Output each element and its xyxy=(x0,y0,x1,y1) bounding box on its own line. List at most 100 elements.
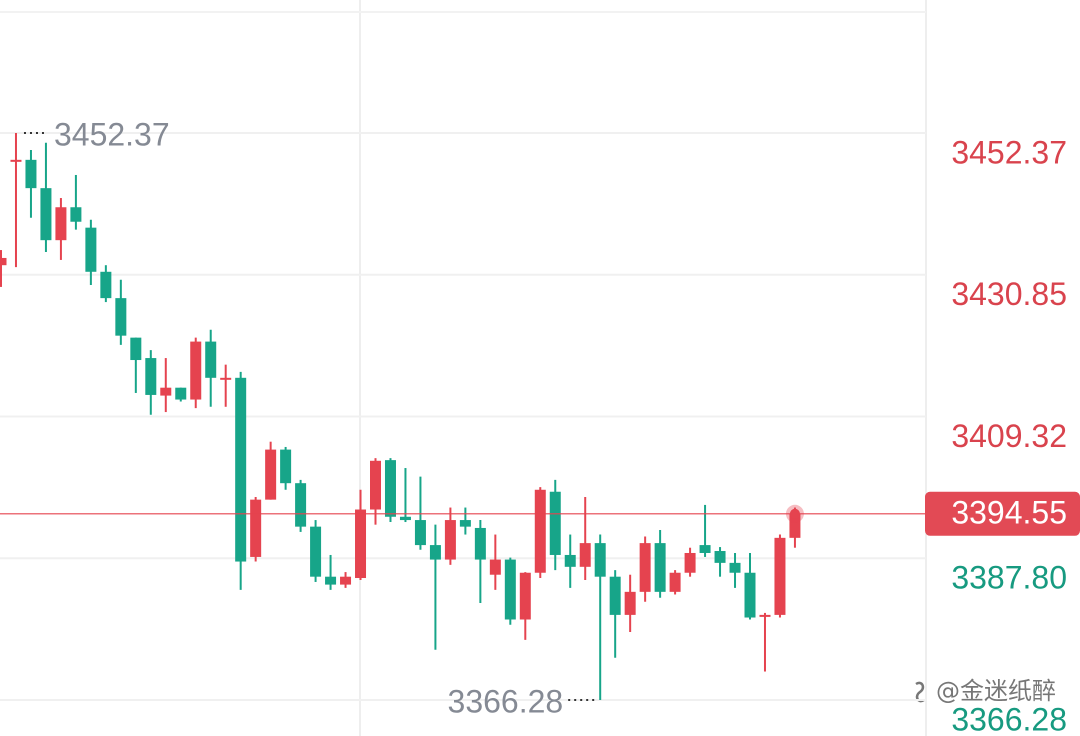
candle-body xyxy=(744,572,756,618)
candle-body xyxy=(609,576,621,615)
candle xyxy=(205,329,217,407)
candle-body xyxy=(774,537,786,615)
candle-body xyxy=(729,562,741,573)
candle-body xyxy=(145,358,157,395)
watermark: @金迷纸醉 xyxy=(936,677,1056,705)
candle-body xyxy=(759,614,771,617)
candle-body xyxy=(115,298,127,336)
candle xyxy=(70,174,82,230)
candle xyxy=(414,476,426,550)
candle-body xyxy=(220,377,232,380)
candle xyxy=(429,524,441,650)
candle-body xyxy=(789,513,801,538)
candle xyxy=(295,479,307,532)
candle xyxy=(145,350,157,415)
candle-body xyxy=(579,543,591,567)
candle xyxy=(684,547,696,577)
candle-body xyxy=(684,552,696,573)
candle xyxy=(639,536,651,602)
candle xyxy=(744,552,756,620)
candle xyxy=(459,507,471,535)
last-price-dot xyxy=(789,508,800,519)
candle-body xyxy=(0,257,7,266)
candle xyxy=(340,572,352,588)
y-tick-label: 3452.37 xyxy=(951,134,1067,170)
candle xyxy=(399,468,411,523)
y-tick-label: 3430.85 xyxy=(951,276,1067,312)
candle-body xyxy=(654,543,666,592)
candle-body xyxy=(474,527,486,560)
last-price-label: 3394.55 xyxy=(951,494,1067,530)
candle xyxy=(130,337,142,393)
candle xyxy=(474,520,486,604)
candle xyxy=(235,371,247,590)
candle xyxy=(265,441,277,500)
candle-body xyxy=(399,516,411,521)
candle xyxy=(40,142,52,253)
candle-body xyxy=(175,387,187,400)
candle xyxy=(654,529,666,598)
candle-body xyxy=(40,188,52,241)
candle-body xyxy=(325,576,337,585)
candle-body xyxy=(564,554,576,567)
candle-body xyxy=(534,489,546,573)
candle xyxy=(699,504,711,557)
candle-body xyxy=(669,572,681,592)
candle-body xyxy=(160,387,172,396)
candle xyxy=(609,570,621,658)
candle xyxy=(55,198,67,260)
candle xyxy=(370,458,381,525)
candle-body xyxy=(699,545,711,553)
candle xyxy=(384,458,396,523)
candle-body xyxy=(444,520,456,560)
candle xyxy=(190,337,202,409)
candle-body xyxy=(190,341,202,400)
candle xyxy=(774,534,786,618)
candle-body xyxy=(714,551,726,563)
candle-body xyxy=(489,559,501,575)
watermark-logo xyxy=(915,681,925,703)
y-tick-label: 3409.32 xyxy=(951,418,1067,454)
candle-body xyxy=(414,520,426,546)
candle-body xyxy=(130,337,142,361)
candle xyxy=(714,547,726,577)
candle-body xyxy=(384,460,396,517)
candle xyxy=(250,497,262,562)
candle xyxy=(115,279,127,345)
candle xyxy=(280,446,292,490)
low-label: 3366.28 xyxy=(448,683,564,719)
candle xyxy=(175,387,187,402)
candle-body xyxy=(280,449,292,484)
candle-body xyxy=(624,591,636,615)
candle-body xyxy=(340,576,352,585)
candle-body xyxy=(10,159,22,162)
candle-body xyxy=(549,491,561,555)
candle-body xyxy=(355,509,367,579)
candle-body xyxy=(310,526,322,577)
candle-body xyxy=(85,227,97,272)
candle xyxy=(579,497,591,580)
candle-body xyxy=(295,483,307,527)
y-tick-label: 3366.28 xyxy=(951,701,1067,736)
candle xyxy=(729,552,741,588)
candle-body xyxy=(370,460,381,510)
candle-body xyxy=(519,572,531,620)
candle-body xyxy=(250,499,262,557)
candle xyxy=(669,570,681,595)
candle xyxy=(355,489,367,580)
candle xyxy=(444,507,456,565)
y-tick-label: 3387.80 xyxy=(951,560,1067,596)
candle xyxy=(504,557,516,625)
candle xyxy=(85,219,97,285)
high-label: 3452.37 xyxy=(54,116,170,152)
candle xyxy=(624,574,636,633)
candle xyxy=(25,149,37,218)
candle xyxy=(564,534,576,588)
candle-body xyxy=(55,207,67,241)
candle xyxy=(549,479,561,571)
candle-body xyxy=(100,271,112,299)
candle-body xyxy=(25,159,37,189)
candle xyxy=(160,358,172,413)
